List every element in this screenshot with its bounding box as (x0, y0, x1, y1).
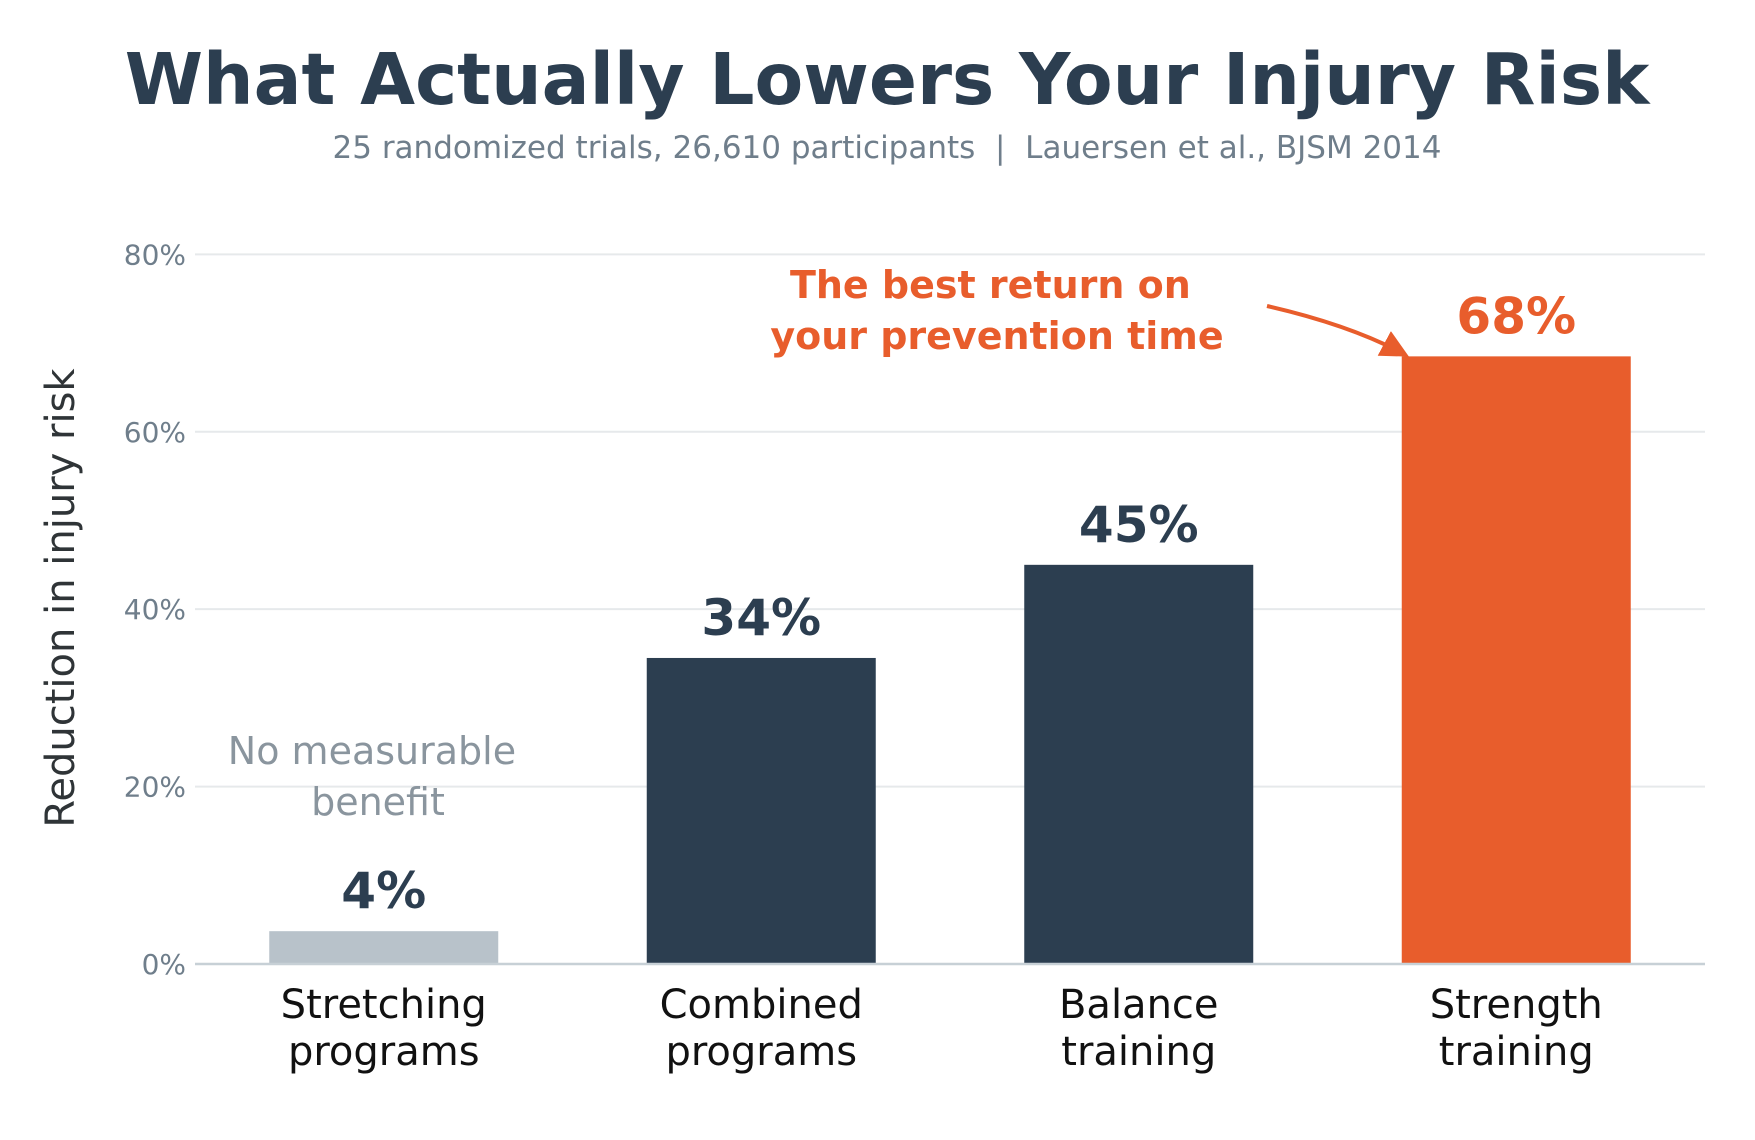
value-label: 45% (1079, 496, 1199, 554)
y-tick-label: 40% (124, 593, 186, 626)
x-tick-label: Balance training (1059, 982, 1219, 1075)
x-tick-label-line: Stretching (281, 982, 487, 1028)
no-benefit-note: No measurable benefit (228, 729, 528, 824)
y-tick-label: 80% (124, 238, 186, 271)
bar (1024, 564, 1254, 964)
value-label: 34% (701, 589, 821, 647)
y-tick-label: 20% (124, 771, 186, 804)
chart-subtitle: 25 randomized trials, 26,610 participant… (333, 130, 1442, 166)
x-tick-label: Strength training (1430, 982, 1603, 1075)
callout-text: The best return on your prevention time (770, 263, 1223, 358)
value-label: 68% (1456, 287, 1576, 345)
y-axis-label: Reduction in injury risk (38, 368, 84, 828)
bar (269, 931, 499, 964)
callout-line2: your prevention time (770, 314, 1223, 358)
x-tick-label: Stretching programs (281, 982, 487, 1075)
value-labels: 4% 34% 45% 68% (341, 287, 1576, 920)
x-tick-label-line: Combined (660, 982, 863, 1028)
chart-title: What Actually Lowers Your Injury Risk (125, 38, 1651, 121)
x-tick-label-line: Strength (1430, 982, 1603, 1028)
x-tick-label: Combined programs (660, 982, 863, 1075)
y-axis-ticks: 0% 20% 40% 60% 80% (124, 238, 186, 981)
bar (1401, 356, 1631, 964)
no-benefit-note-line1: No measurable (228, 729, 516, 773)
value-label: 4% (341, 862, 426, 920)
callout-arrow (1266, 304, 1409, 357)
x-tick-label-line: training (1439, 1029, 1594, 1075)
y-tick-label: 60% (124, 416, 186, 449)
bar (646, 657, 876, 964)
x-tick-label-line: programs (288, 1029, 480, 1075)
bars (269, 356, 1631, 964)
y-tick-label: 0% (142, 948, 186, 981)
callout-line1: The best return on (790, 263, 1191, 307)
x-tick-label-line: training (1061, 1029, 1216, 1075)
no-benefit-note-line2: benefit (311, 780, 445, 824)
x-tick-label-line: Balance (1059, 982, 1219, 1028)
x-tick-label-line: programs (665, 1029, 857, 1075)
